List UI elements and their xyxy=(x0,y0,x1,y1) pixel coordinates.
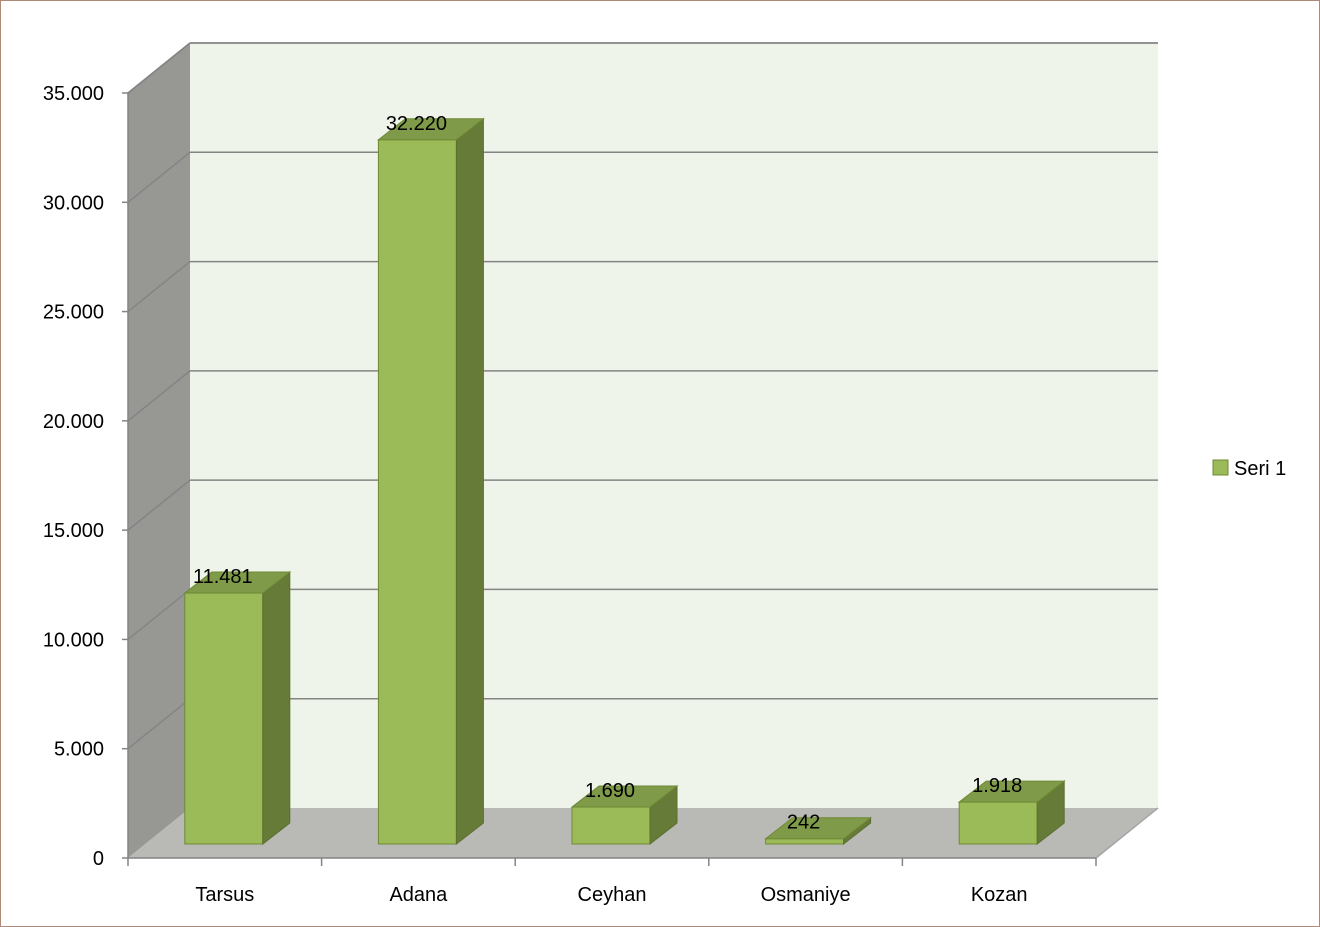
data-label: 1.918 xyxy=(972,775,1022,797)
gridlines xyxy=(127,42,1158,750)
bar-front xyxy=(571,806,651,845)
bar xyxy=(764,816,873,846)
x-tick-label: Ceyhan xyxy=(578,884,647,906)
y-tick-label: 15.000 xyxy=(43,520,104,542)
y-tick-label: 20.000 xyxy=(43,411,104,433)
gridline-side xyxy=(127,260,191,313)
gridline-side xyxy=(127,42,191,94)
bar-side xyxy=(262,571,291,846)
bar xyxy=(957,780,1066,846)
gridline-side xyxy=(127,698,191,750)
y-tick-label: 25.000 xyxy=(43,302,104,324)
legend-label: Seri 1 xyxy=(1234,458,1286,480)
bar-top xyxy=(764,817,873,840)
gridline-side xyxy=(127,479,191,531)
bar-side xyxy=(455,117,484,846)
legend: Seri 1 xyxy=(1212,458,1286,480)
bar-top xyxy=(376,118,485,141)
side-wall xyxy=(128,43,190,858)
data-label: 11.481 xyxy=(193,566,253,588)
data-label: 1.690 xyxy=(585,780,635,802)
bar xyxy=(570,785,679,846)
x-tick-label: Kozan xyxy=(971,884,1028,906)
x-tick-label: Adana xyxy=(389,884,448,906)
x-tick-label: Osmaniye xyxy=(761,884,851,906)
y-tick-label: 5.000 xyxy=(54,739,104,761)
back-wall xyxy=(190,43,1158,808)
y-tick-label: 30.000 xyxy=(43,192,104,214)
legend-swatch xyxy=(1212,459,1229,476)
bar-front xyxy=(377,139,457,845)
gridline-side xyxy=(127,588,191,641)
y-tick-label: 10.000 xyxy=(43,629,104,651)
bar-front xyxy=(184,592,264,845)
data-label: 32.220 xyxy=(386,113,447,135)
data-label: 242 xyxy=(787,812,820,834)
bars xyxy=(183,117,1066,846)
y-tick-label: 0 xyxy=(93,848,104,870)
data-labels: 11.481 32.220 1.690 242 1.918 xyxy=(193,113,1022,834)
bar-front xyxy=(958,801,1038,845)
x-tick-label: Tarsus xyxy=(195,884,254,906)
gridline-side xyxy=(127,370,191,422)
bar xyxy=(376,117,485,846)
floor-edge xyxy=(1095,807,1159,859)
axes: 0 5.000 10.000 15.000 20.000 25.000 30.000 35.0… xyxy=(43,83,1159,906)
bar-top xyxy=(183,571,292,594)
gridline-side xyxy=(127,151,191,203)
y-tick-label: 35.000 xyxy=(43,83,104,105)
bar-top xyxy=(957,780,1066,803)
bar-top xyxy=(570,785,679,808)
bar xyxy=(183,571,292,846)
bar-front xyxy=(765,838,845,845)
